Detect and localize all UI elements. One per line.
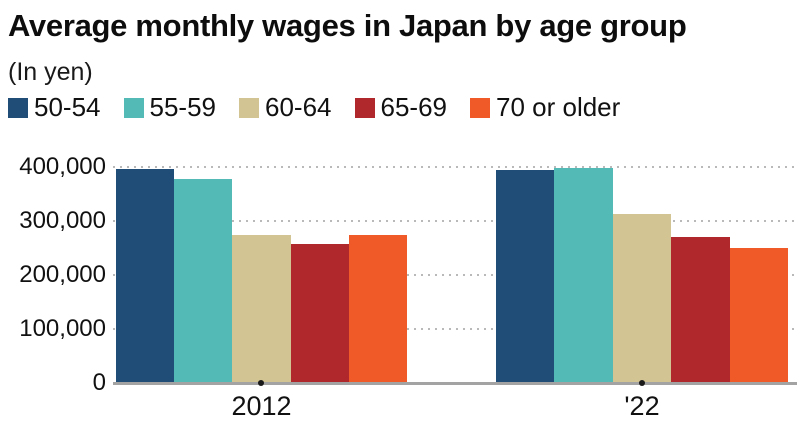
bar-60-64 <box>232 234 291 382</box>
bar-55-59 <box>174 178 233 382</box>
bar-55-59 <box>554 167 613 382</box>
bar-group-2012 <box>116 166 408 382</box>
bar-65-69 <box>290 243 349 382</box>
x-axis-label-22: '22 <box>624 391 660 421</box>
legend-item-50-54: 50-54 <box>8 92 101 123</box>
legend: 50-54 55-59 60-64 65-69 70 or older <box>8 92 620 123</box>
legend-label: 60-64 <box>265 92 332 122</box>
bar-70-or-older <box>729 247 789 382</box>
bar-70-or-older <box>348 234 408 382</box>
gridline <box>113 220 797 222</box>
legend-item-70-or-older: 70 or older <box>470 92 620 123</box>
gridline <box>113 274 797 276</box>
bar-60-64 <box>612 214 672 382</box>
y-axis-tick-label: 400,000 <box>19 153 106 180</box>
legend-swatch-icon <box>470 97 490 118</box>
plot-area: 2012 '22 <box>113 166 797 421</box>
legend-swatch-icon <box>354 97 375 118</box>
chart-subtitle: (In yen) <box>8 58 93 86</box>
legend-label: 50-54 <box>34 92 101 122</box>
bar-group-22 <box>496 166 789 382</box>
x-axis-label-2012: 2012 <box>231 391 292 421</box>
gridline <box>113 166 797 168</box>
legend-item-60-64: 60-64 <box>239 92 332 123</box>
gridline <box>113 328 797 330</box>
chart-title: Average monthly wages in Japan by age gr… <box>8 8 687 43</box>
x-axis-tick-dot <box>639 380 645 386</box>
legend-label: 65-69 <box>380 92 448 122</box>
legend-item-65-69: 65-69 <box>354 92 448 123</box>
legend-swatch-icon <box>239 97 259 118</box>
legend-item-55-59: 55-59 <box>123 92 217 123</box>
y-axis-tick-label: 0 <box>92 369 106 396</box>
y-axis-tick-label: 200,000 <box>19 261 106 288</box>
bar-65-69 <box>671 237 730 382</box>
y-axis-tick-label: 300,000 <box>19 207 106 234</box>
legend-swatch-icon <box>8 97 28 118</box>
bar-50-54 <box>496 170 555 382</box>
legend-swatch-icon <box>123 97 144 118</box>
legend-label: 55-59 <box>149 92 217 122</box>
bar-50-54 <box>116 169 175 382</box>
y-axis-tick-label: 100,000 <box>19 315 106 342</box>
x-axis-tick-dot <box>258 380 264 386</box>
legend-label: 70 or older <box>496 92 621 122</box>
